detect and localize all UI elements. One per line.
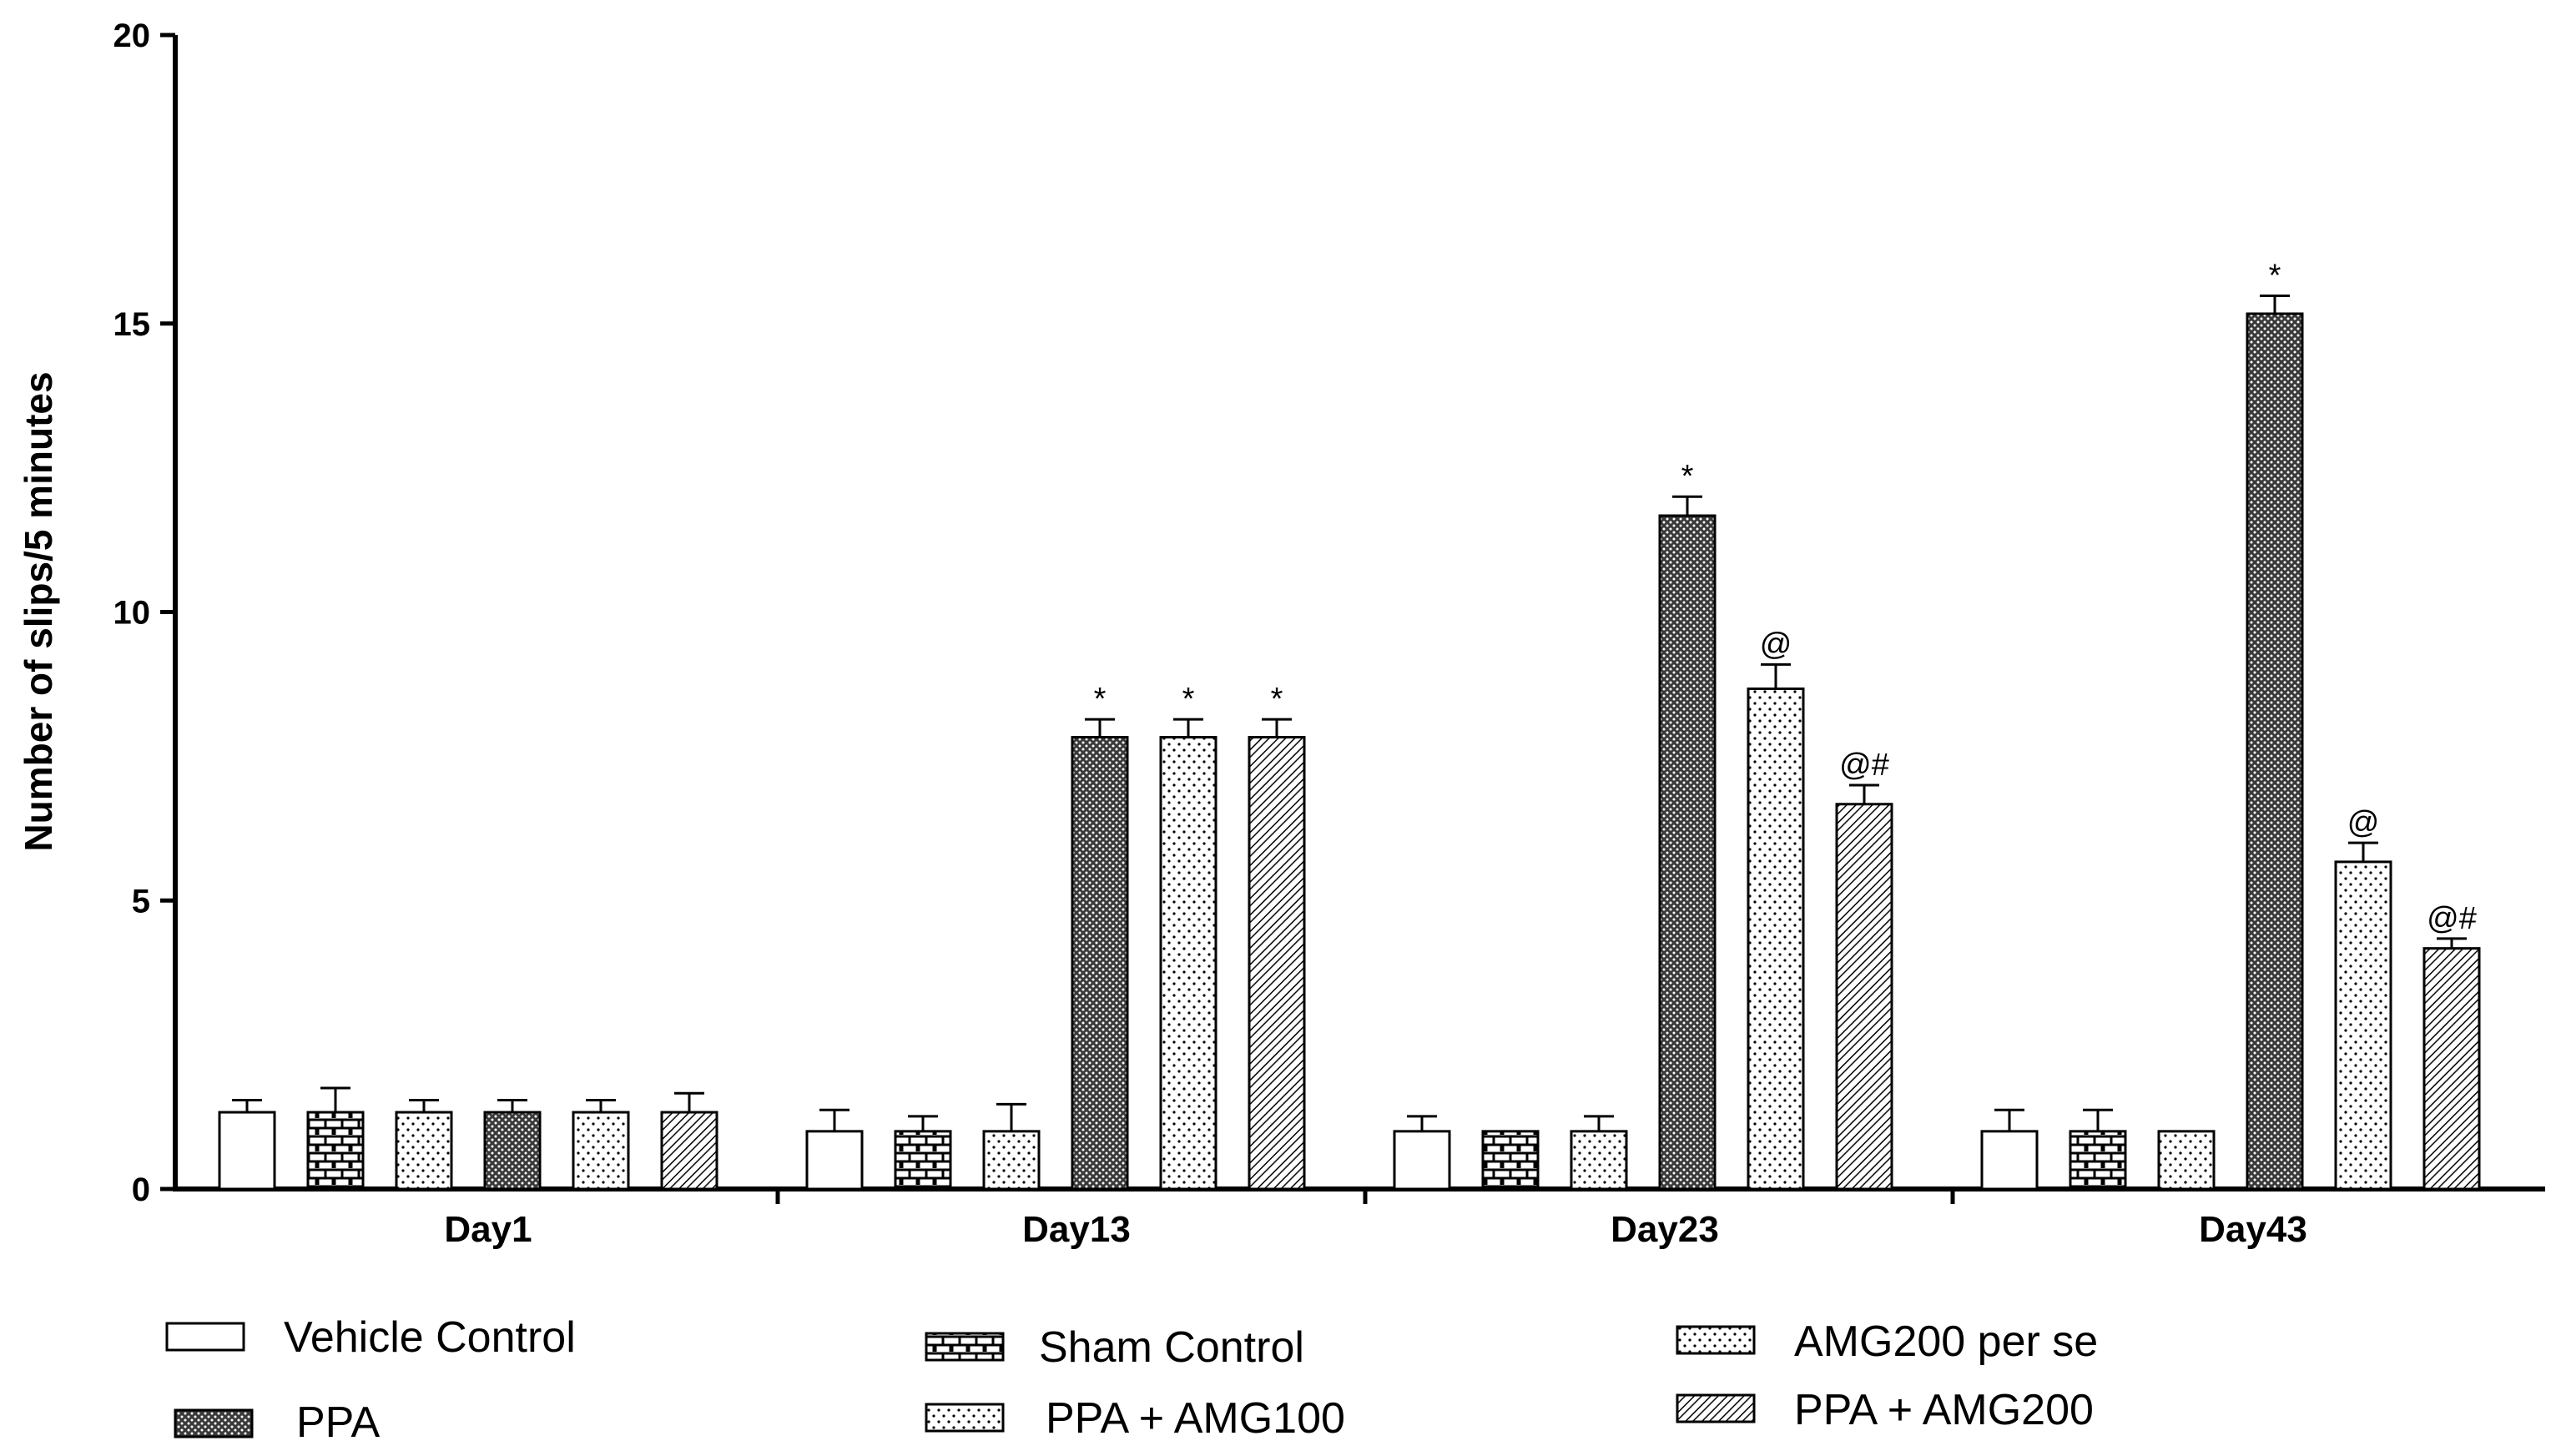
bar-sham-control-day43 [2069, 1130, 2127, 1191]
y-tick-label: 20 [113, 18, 151, 54]
bar-ppa-amg200-day13 [1248, 736, 1306, 1191]
bars: * * * * @ @ * @# @# [218, 259, 2481, 1191]
significance-annotation: @ [2347, 805, 2380, 840]
y-tick-label: 0 [132, 1171, 150, 1208]
bar-sham-control-day1 [306, 1111, 365, 1191]
significance-annotation: * [1182, 682, 1195, 717]
y-ticks: 0 5 10 15 20 [113, 18, 1955, 1208]
bar-ppa-amg100-day13 [1159, 736, 1218, 1191]
bar-sham-control-day13 [894, 1130, 952, 1191]
legend-swatch-sham-control [925, 1332, 1005, 1362]
category-label-day23: Day23 [1611, 1209, 1719, 1250]
significance-annotation: @# [2427, 901, 2477, 936]
legend-swatch-amg200-per-se [1676, 1325, 1756, 1355]
category-label-day13: Day13 [1022, 1209, 1131, 1250]
bar-ppa-amg200-day1 [660, 1111, 718, 1191]
significance-annotation: * [1271, 682, 1283, 717]
significance-annotation: @ [1760, 627, 1792, 662]
y-tick-label: 15 [113, 306, 151, 343]
legend-label-sham-control: Sham Control [1039, 1323, 1304, 1372]
bar-vehicle-control-day1 [218, 1111, 276, 1191]
bar-ppa-amg100-day23 [1747, 687, 1805, 1191]
bar-ppa-day13 [1071, 736, 1129, 1191]
legend-label-ppa: PPA [296, 1398, 381, 1447]
bar-ppa-day1 [483, 1111, 542, 1191]
bar-ppa-amg100-day43 [2334, 860, 2392, 1191]
bar-ppa-amg200-day23 [1835, 803, 1893, 1191]
y-tick-label: 5 [132, 883, 150, 919]
x-category-labels: Day1 Day13 Day23 Day43 [444, 1209, 2306, 1250]
bar-vehicle-control-day23 [1393, 1130, 1451, 1191]
bar-ppa-amg100-day1 [572, 1111, 630, 1191]
category-label-day1: Day1 [444, 1209, 532, 1250]
legend-item-sham-control: Sham Control [925, 1323, 1304, 1372]
category-label-day43: Day43 [2199, 1209, 2307, 1250]
bar-sham-control-day23 [1481, 1130, 1540, 1191]
legend-swatch-ppa-amg200 [1676, 1393, 1756, 1423]
significance-annotation: @# [1839, 748, 1889, 783]
legend-item-amg200-per-se: AMG200 per se [1676, 1317, 2098, 1366]
legend-label-ppa-amg200: PPA + AMG200 [1794, 1386, 2094, 1434]
legend-item-vehicle-control: Vehicle Control [165, 1313, 576, 1362]
significance-annotation: * [1094, 682, 1107, 717]
legend-item-ppa-amg200: PPA + AMG200 [1676, 1386, 2094, 1434]
significance-annotation: * [2269, 259, 2281, 294]
y-axis-label: Number of slips/5 minutes [17, 371, 60, 851]
axes [173, 35, 2545, 1192]
bar-amg200-per-se-day1 [395, 1111, 453, 1191]
significance-annotation: * [1681, 459, 1694, 494]
legend-label-vehicle-control: Vehicle Control [284, 1313, 576, 1362]
bar-ppa-amg200-day43 [2422, 947, 2481, 1191]
bar-ppa-day23 [1658, 514, 1717, 1191]
legend-label-ppa-amg100: PPA + AMG100 [1046, 1394, 1345, 1443]
legend: Vehicle Control PPA Sham Control PPA + A… [165, 1313, 2098, 1447]
legend-swatch-ppa [174, 1408, 254, 1438]
legend-swatch-vehicle-control [165, 1322, 245, 1352]
legend-label-amg200-per-se: AMG200 per se [1794, 1317, 2098, 1366]
y-tick-label: 10 [113, 595, 151, 632]
bar-amg200-per-se-day23 [1570, 1130, 1628, 1191]
legend-item-ppa-amg100: PPA + AMG100 [925, 1394, 1345, 1443]
bar-vehicle-control-day13 [805, 1130, 864, 1191]
bar-vehicle-control-day43 [1980, 1130, 2039, 1191]
bar-amg200-per-se-day43 [2157, 1130, 2216, 1191]
legend-swatch-ppa-amg100 [925, 1403, 1005, 1433]
bar-amg200-per-se-day13 [982, 1130, 1041, 1191]
legend-item-ppa: PPA [174, 1398, 381, 1447]
bar-ppa-day43 [2246, 312, 2304, 1191]
